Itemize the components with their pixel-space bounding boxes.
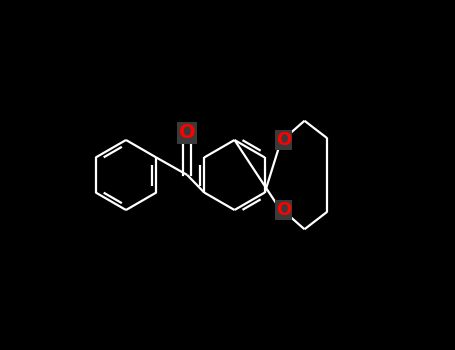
Text: O: O	[179, 124, 196, 142]
Text: O: O	[276, 131, 291, 149]
Text: O: O	[276, 201, 291, 219]
